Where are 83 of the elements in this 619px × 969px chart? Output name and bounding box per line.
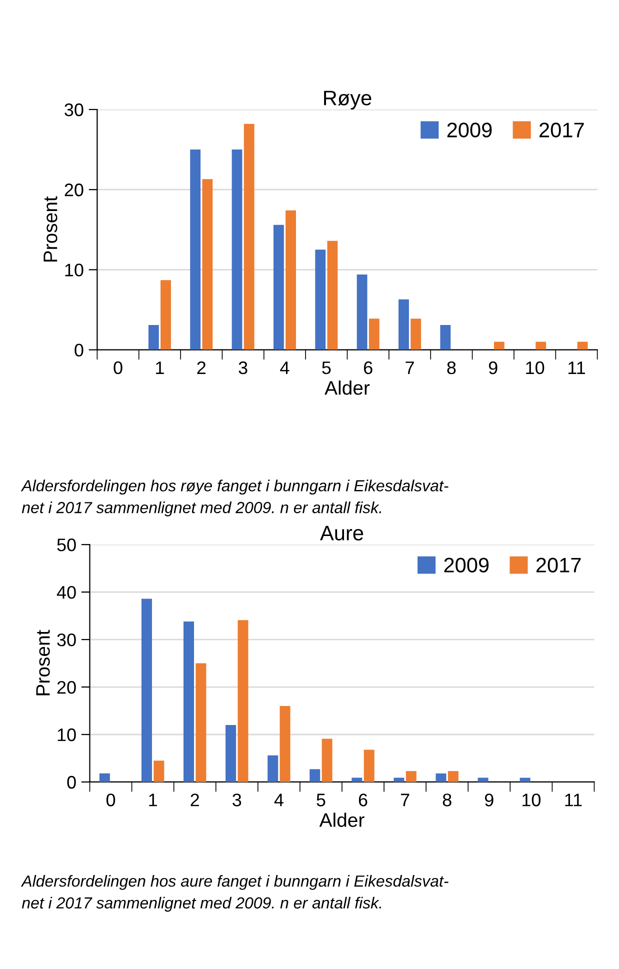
x-tick-label: 9	[488, 361, 498, 374]
bar	[440, 324, 451, 350]
y-tick-label: 10	[58, 728, 76, 742]
y-tick-label: 20	[57, 680, 76, 694]
bar	[368, 318, 380, 350]
x-tick-label: 4	[280, 362, 290, 374]
legend-label: 2009	[444, 558, 489, 572]
bar	[520, 778, 530, 782]
x-tick-label: 0	[114, 361, 122, 374]
bar	[410, 318, 422, 350]
y-axis-title: Prosent	[36, 630, 50, 696]
bar	[244, 124, 254, 350]
bar	[327, 240, 338, 350]
y-tick-label: 40	[56, 586, 76, 599]
bar	[238, 620, 248, 782]
bar	[394, 778, 404, 782]
bar	[232, 150, 242, 350]
x-tick-label: 11	[565, 794, 582, 806]
bar	[352, 778, 362, 782]
bar	[364, 750, 374, 782]
bar	[536, 342, 546, 350]
x-tick-label: 11	[568, 362, 585, 374]
y-tick-label: 10	[65, 264, 84, 276]
bar	[322, 738, 332, 782]
x-tick-label: 8	[442, 794, 452, 806]
bar	[148, 324, 159, 350]
bar	[577, 342, 588, 350]
y-tick-label: 0	[74, 344, 84, 357]
x-axis-title: Alder	[319, 812, 364, 827]
text: Aldersfordelingen hos røye fanget i bunngarn i Eikesdalsvat- net i 2017 sammenlignet med 2009. n er antall fisk.	[20, 480, 448, 516]
x-tick-label: 6	[358, 794, 368, 806]
x-tick-label: 9	[484, 794, 494, 806]
bar	[160, 280, 171, 350]
bar	[154, 760, 164, 782]
x-tick-label: 2	[197, 361, 206, 374]
bar	[494, 342, 504, 350]
bar	[226, 725, 236, 782]
bar	[184, 621, 194, 782]
bar	[398, 299, 409, 350]
bar	[190, 150, 201, 350]
y-tick-label: 0	[67, 776, 76, 789]
x-tick-label: 3	[238, 361, 248, 374]
x-tick-label: 7	[406, 362, 414, 374]
bar	[478, 778, 488, 782]
x-tick-label: 5	[322, 362, 331, 374]
y-tick-label: 20	[64, 184, 84, 196]
bar	[202, 179, 213, 350]
bar	[436, 773, 446, 782]
x-tick-label: 4	[274, 794, 284, 806]
chart-title: Røye	[324, 90, 372, 110]
x-tick-label: 7	[400, 794, 410, 806]
legend-label: 2009	[447, 122, 492, 138]
chart-title: Aure	[320, 526, 364, 540]
bar	[448, 771, 458, 782]
x-tick-label: 0	[106, 794, 116, 806]
legend-label: 2017	[536, 558, 581, 572]
x-tick-label: 3	[232, 794, 242, 806]
bar	[356, 274, 368, 350]
bar	[141, 598, 152, 782]
bar	[315, 250, 326, 350]
y-tick-label: 50	[57, 538, 76, 552]
x-tick-label: 1	[156, 362, 164, 374]
bar	[196, 663, 206, 782]
y-axis-title: Prosent	[44, 196, 58, 262]
bar	[280, 706, 290, 782]
x-tick-label: 5	[316, 794, 326, 806]
x-tick-label: 6	[364, 361, 372, 374]
bar	[99, 773, 110, 782]
bar	[286, 210, 296, 350]
y-tick-label: 30	[64, 103, 84, 116]
x-tick-label: 10	[526, 361, 544, 374]
x-axis-title: Alder	[324, 380, 370, 395]
x-tick-label: 1	[149, 794, 157, 806]
bar	[406, 771, 416, 782]
bar	[268, 755, 278, 782]
x-tick-label: 2	[190, 794, 199, 806]
legend-label: 2017	[540, 122, 584, 138]
x-tick-label: 8	[447, 361, 456, 374]
y-tick-label: 30	[57, 633, 76, 646]
bar	[310, 769, 320, 782]
text: Aldersfordelingen hos aure fanget i bunngarn i Eikesdalsvat- net i 2017 sammenlignet med 2009. n er antall fisk.	[20, 875, 448, 912]
bar	[273, 224, 284, 350]
x-tick-label: 10	[522, 794, 541, 806]
